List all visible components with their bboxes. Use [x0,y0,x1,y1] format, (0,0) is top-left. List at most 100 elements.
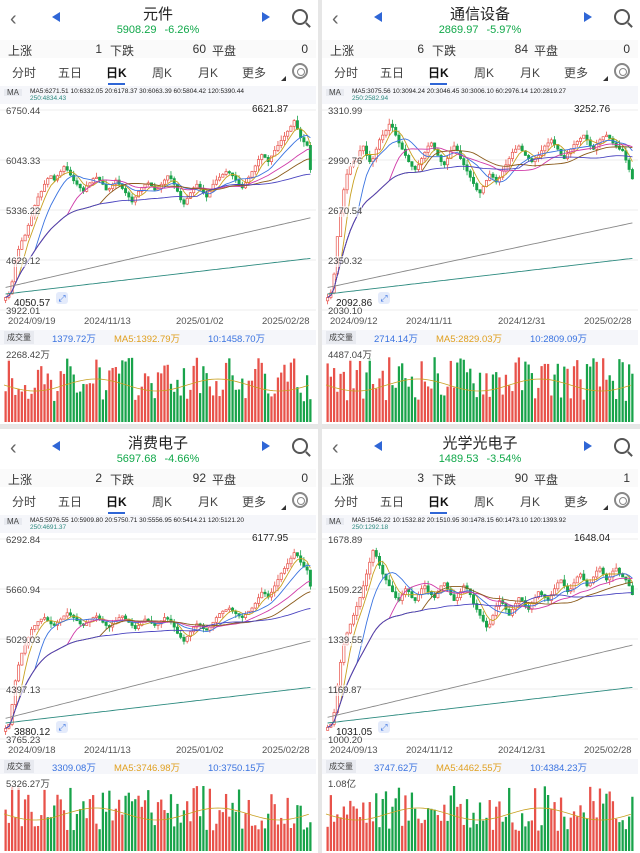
period-tabs: 分时 五日 日K 周K 月K 更多 [0,60,316,85]
tab-period[interactable]: 五日 [58,495,83,509]
volume-bar [283,364,286,422]
triangle-right-icon[interactable] [584,441,592,451]
volume-chart[interactable] [0,774,316,851]
ma-selector[interactable]: MA [4,518,22,526]
tab-period[interactable]: 分时 [334,495,359,509]
volume-bar [17,787,20,851]
triangle-left-icon[interactable] [374,441,382,451]
tab-period[interactable]: 日K [106,495,127,514]
volume-selector[interactable]: 成交量 [326,760,356,773]
volume-bar [550,395,553,422]
volume-bar [186,398,189,422]
tab-period[interactable]: 周K [152,495,173,509]
gear-icon[interactable] [614,63,630,79]
tab-period[interactable]: 日K [428,66,449,85]
candle-body [59,171,63,177]
volume-bar [59,371,62,422]
volume-bar [349,800,352,851]
candle-body [305,566,309,571]
volume-bar [53,805,56,851]
volume-bar [595,361,598,422]
chevron-left-icon[interactable]: ‹ [332,437,339,459]
ma-selector[interactable]: MA [326,89,344,97]
tab-period[interactable]: 日K [106,66,127,85]
tab-period[interactable]: 日K [428,495,449,514]
volume-bar [14,817,17,851]
tab-period[interactable]: 月K [520,66,541,80]
tab-period[interactable]: 分时 [334,66,359,80]
tab-period[interactable]: 五日 [380,66,405,80]
tab-period[interactable]: 五日 [58,66,83,80]
candle-body [120,615,124,618]
zoom-icon[interactable]: ⤢ [56,292,68,304]
zoom-icon[interactable]: ⤢ [378,721,390,733]
zoom-icon[interactable]: ⤢ [378,292,390,304]
candle-body [289,125,293,132]
kline-chart[interactable] [0,104,316,316]
candle-body [579,137,582,142]
chevron-left-icon[interactable]: ‹ [332,8,339,30]
triangle-left-icon[interactable] [52,12,60,22]
candle-body [292,120,296,127]
market-breadth: 上涨 6 下跌 84 平盘 0 [322,40,638,58]
tab-period[interactable]: 周K [152,66,173,80]
volume-bar [27,794,30,851]
volume-chart[interactable] [0,345,316,422]
candle-body [308,569,312,587]
search-icon[interactable] [614,9,630,25]
volume-bar [355,808,358,851]
search-icon[interactable] [614,438,630,454]
volume-bar [488,396,491,422]
volume-bar [371,384,375,422]
tab-period[interactable]: 更多 [242,495,267,509]
zoom-icon[interactable]: ⤢ [56,721,68,733]
kline-chart[interactable] [322,533,638,745]
tab-period[interactable]: 分时 [12,66,37,80]
triangle-left-icon[interactable] [374,12,382,22]
volume-chart[interactable] [322,774,638,851]
search-icon[interactable] [292,9,308,25]
volume-bar [92,795,95,851]
date-axis: 2024/09/12 2024/11/11 2024/12/31 2025/02/28 [322,316,638,330]
kline-chart[interactable] [0,533,316,745]
volume-bar [108,790,111,851]
ma-selector[interactable]: MA [326,518,344,526]
candle-body [484,620,488,628]
ma-values: MA5:1546.22 10:1532.82 20:1510.95 30:147… [352,517,566,524]
tab-period[interactable]: 月K [198,495,219,509]
chevron-left-icon[interactable]: ‹ [10,437,17,459]
tab-period[interactable]: 更多 [242,66,267,80]
candle-body [94,176,98,179]
candle-body [446,582,450,590]
volume-bar [273,804,276,851]
gear-icon[interactable] [292,492,308,508]
chevron-left-icon[interactable]: ‹ [10,8,17,30]
kline-chart[interactable] [322,104,638,316]
volume-bar [88,799,92,851]
volume-bar [114,808,117,851]
tab-period[interactable]: 分时 [12,495,37,509]
volume-selector[interactable]: 成交量 [4,760,34,773]
tab-period[interactable]: 更多 [564,66,589,80]
volume-selector[interactable]: 成交量 [326,331,356,344]
candle-body [169,175,173,179]
tab-period[interactable]: 更多 [564,495,589,509]
candle-body [137,190,141,198]
volume-selector[interactable]: 成交量 [4,331,34,344]
triangle-right-icon[interactable] [584,12,592,22]
volume-bar [270,794,273,851]
gear-icon[interactable] [292,63,308,79]
triangle-right-icon[interactable] [262,441,270,451]
gear-icon[interactable] [614,492,630,508]
tab-period[interactable]: 周K [474,495,495,509]
tab-period[interactable]: 月K [198,66,219,80]
tab-period[interactable]: 月K [520,495,541,509]
ma-selector[interactable]: MA [4,89,22,97]
triangle-left-icon[interactable] [52,441,60,451]
volume-bar [283,823,286,851]
volume-chart[interactable] [322,345,638,422]
tab-period[interactable]: 五日 [380,495,405,509]
search-icon[interactable] [292,438,308,454]
tab-period[interactable]: 周K [474,66,495,80]
triangle-right-icon[interactable] [262,12,270,22]
